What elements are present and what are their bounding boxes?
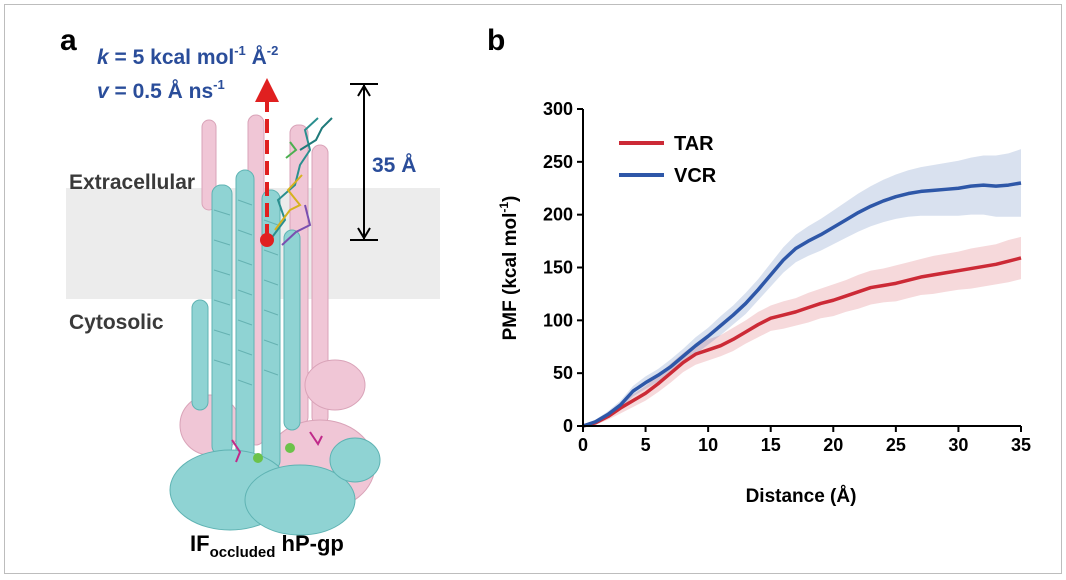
series-tar-band [583,236,1021,426]
protein-structure-illustration [169,114,381,536]
x-axis-title: Distance (Å) [746,486,857,507]
y-tick-label: 50 [553,363,573,383]
distance-scale-bar [350,83,378,241]
x-tick-label: 20 [823,435,843,455]
x-tick-label: 5 [641,435,651,455]
y-axis-title: PMF (kcal mol-1) [497,196,521,341]
panel-b: b 0 5 10 15 20 25 30 35 0 50 100 150 200 250 300 TAR VC… [487,24,1031,507]
legend-label-tar: TAR [674,133,714,155]
y-tick-label: 100 [543,310,573,330]
extracellular-label: Extracellular [69,171,195,194]
x-tick-label: 35 [1011,435,1031,455]
y-tick-label: 300 [543,99,573,119]
y-tick-label: 0 [563,416,573,436]
y-tick-label: 150 [543,258,573,278]
panel-a-label: a [60,24,77,57]
velocity-label: v = 0.5 Å ns-1 [97,77,225,103]
x-tick-label: 10 [698,435,718,455]
x-tick-label: 30 [948,435,968,455]
panel-a: a k = 5 kcal mol-1 Å-2 v = 0.5 Å ns-1 35… [60,24,440,561]
x-tick-label: 0 [578,435,588,455]
distance-label: 35 Å [372,153,416,177]
pull-point [260,233,274,247]
force-constant-label: k = 5 kcal mol-1 Å-2 [97,43,278,69]
y-tick-label: 200 [543,205,573,225]
series-tar-line [582,256,1022,428]
x-tick-label: 15 [761,435,781,455]
y-tick-label: 250 [543,152,573,172]
panel-b-label: b [487,24,505,57]
structure-caption: IFoccluded hP-gp [190,531,344,561]
ligand-molecule [269,117,333,246]
cytosolic-label: Cytosolic [69,311,164,334]
legend-label-vcr: VCR [674,165,717,187]
x-tick-label: 25 [886,435,906,455]
series-vcr-line [582,181,1022,428]
